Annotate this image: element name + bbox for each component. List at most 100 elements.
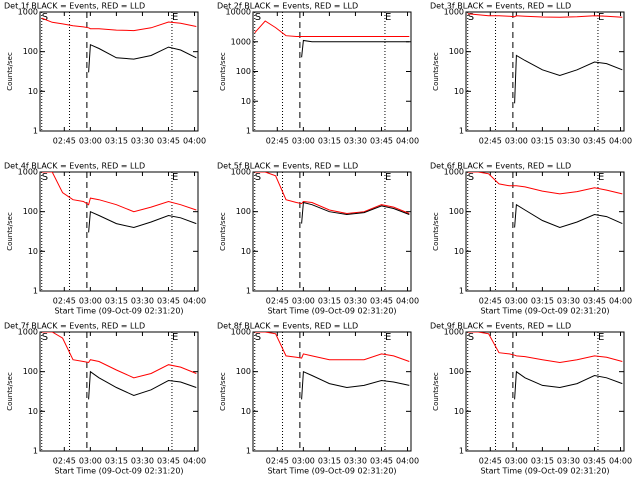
x-tick-label: 02:45 (266, 137, 289, 146)
y-tick-label: 1000 (231, 168, 251, 177)
y-tick-label: 1 (459, 447, 464, 456)
x-tick-label: 03:15 (531, 297, 554, 306)
panel-title: Det 7f BLACK = Events, RED = LLD (4, 322, 145, 331)
x-tick-label: 02:45 (479, 297, 502, 306)
x-tick-label: 03:45 (583, 457, 606, 466)
x-tick-label: 03:30 (557, 457, 580, 466)
data-line (467, 332, 623, 364)
annotation: E (385, 172, 391, 183)
x-tick-label: 02:45 (53, 137, 76, 146)
x-tick-label: 04:00 (609, 457, 632, 466)
x-tick-label: 02:45 (479, 137, 502, 146)
annotation: S (255, 172, 261, 183)
y-tick-label: 10000 (226, 8, 251, 17)
data-line (467, 13, 623, 18)
x-axis-label: Start Time (09-Oct-09 02:31:20) (267, 307, 396, 316)
y-tick-label: 10 (454, 407, 464, 416)
annotation: S (255, 332, 261, 343)
annotation: E (172, 12, 178, 23)
x-axis-label: Start Time (09-Oct-09 02:31:20) (267, 467, 396, 476)
panel-title: Det 8f BLACK = Events, RED = LLD (217, 322, 358, 331)
panel-title: Det 9f BLACK = Events, RED = LLD (430, 322, 571, 331)
x-tick-label: 03:00 (292, 297, 315, 306)
y-tick-label: 1 (246, 447, 251, 456)
x-tick-label: 03:00 (79, 297, 102, 306)
plot-frame (252, 331, 412, 452)
y-tick-label: 10 (241, 247, 251, 256)
y-tick-label: 1000 (18, 328, 38, 337)
x-tick-label: 02:45 (266, 297, 289, 306)
x-tick-label: 03:15 (105, 457, 128, 466)
y-axis-label: Counts/sec (219, 212, 227, 251)
x-tick-label: 03:15 (318, 457, 341, 466)
y-tick-label: 1 (33, 127, 38, 136)
y-tick-label: 1 (459, 127, 464, 136)
annotation: E (385, 12, 391, 23)
y-axis-label: Counts/sec (432, 212, 440, 251)
data-line (467, 172, 623, 195)
x-tick-label: 03:45 (583, 297, 606, 306)
x-tick-label: 03:15 (531, 457, 554, 466)
x-tick-label: 02:45 (479, 457, 502, 466)
x-tick-label: 04:00 (609, 297, 632, 306)
x-tick-label: 03:15 (105, 137, 128, 146)
y-axis-label: Counts/sec (6, 372, 14, 411)
annotation: S (468, 172, 474, 183)
x-tick-label: 03:30 (131, 457, 154, 466)
data-line (88, 43, 197, 73)
y-tick-label: 1000 (444, 328, 464, 337)
annotation: E (598, 172, 604, 183)
panel: Det 5f BLACK = Events, RED = LLD Counts/s… (217, 162, 419, 316)
data-line (514, 203, 623, 229)
panel: Det 1f BLACK = Events, RED = LLD Counts/s… (4, 2, 206, 146)
y-tick-label: 1000 (231, 328, 251, 337)
data-line (41, 17, 197, 32)
x-tick-label: 03:30 (131, 297, 154, 306)
y-tick-label: 1 (33, 447, 38, 456)
y-tick-label: 100 (23, 207, 38, 216)
x-axis-label: Start Time (09-Oct-09 02:31:20) (54, 467, 183, 476)
x-tick-label: 04:00 (396, 297, 419, 306)
y-tick-label: 1 (246, 287, 251, 296)
panel: Det 8f BLACK = Events, RED = LLD Counts/s… (217, 322, 419, 476)
panel: Det 2f BLACK = Events, RED = LLD Counts/s… (217, 2, 419, 146)
panel-title: Det 3f BLACK = Events, RED = LLD (430, 2, 571, 11)
y-tick-label: 10 (28, 407, 38, 416)
x-tick-label: 03:45 (370, 297, 393, 306)
x-tick-label: 04:00 (183, 137, 206, 146)
x-tick-label: 04:00 (396, 457, 419, 466)
plot-frame (465, 331, 625, 452)
x-tick-label: 04:00 (396, 137, 419, 146)
y-tick-label: 100 (23, 367, 38, 376)
x-tick-label: 03:30 (557, 137, 580, 146)
data-line (254, 332, 410, 362)
plot-frame (39, 171, 199, 292)
x-axis-label: Start Time (09-Oct-09 02:31:20) (480, 467, 609, 476)
data-line (88, 210, 197, 233)
plot-frame (252, 171, 412, 292)
plot-frame (252, 11, 412, 132)
x-tick-label: 03:45 (370, 457, 393, 466)
annotation: E (598, 12, 604, 23)
x-tick-label: 02:45 (53, 297, 76, 306)
x-tick-label: 03:30 (131, 137, 154, 146)
y-tick-label: 1000 (18, 8, 38, 17)
panel: Det 3f BLACK = Events, RED = LLD Counts/s… (430, 2, 632, 146)
x-tick-label: 03:45 (157, 137, 180, 146)
panel: Det 6f BLACK = Events, RED = LLD Counts/s… (430, 162, 632, 316)
y-axis-label: Counts/sec (219, 52, 227, 91)
annotation: S (42, 12, 48, 23)
data-line (41, 172, 197, 213)
y-tick-label: 1000 (444, 8, 464, 17)
panel-title: Det 5f BLACK = Events, RED = LLD (217, 162, 358, 171)
x-tick-label: 03:15 (318, 297, 341, 306)
x-tick-label: 02:45 (266, 457, 289, 466)
annotation: E (385, 332, 391, 343)
x-tick-label: 03:30 (344, 297, 367, 306)
x-tick-label: 04:00 (183, 457, 206, 466)
x-axis-label: Start Time (09-Oct-09 02:31:20) (480, 307, 609, 316)
x-tick-label: 04:00 (609, 137, 632, 146)
annotation: S (468, 332, 474, 343)
x-tick-label: 03:00 (505, 457, 528, 466)
